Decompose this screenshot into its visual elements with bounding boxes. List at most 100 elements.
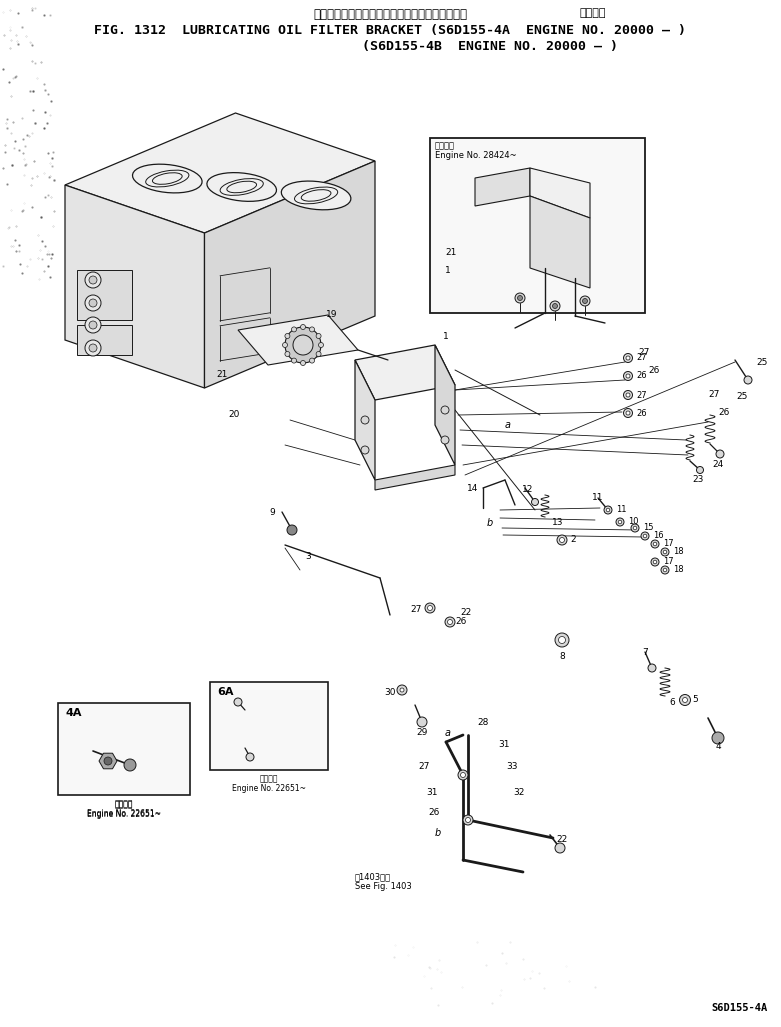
Text: 図1403参照
See Fig. 1403: 図1403参照 See Fig. 1403 [355, 872, 412, 891]
Circle shape [555, 633, 569, 647]
Bar [77, 325, 132, 355]
Text: 22: 22 [460, 608, 471, 617]
Circle shape [518, 296, 522, 301]
Bar [210, 682, 328, 770]
Circle shape [619, 521, 622, 524]
Text: 27: 27 [411, 605, 422, 614]
Text: 17: 17 [663, 558, 674, 567]
Circle shape [626, 356, 630, 360]
Circle shape [653, 560, 657, 564]
Text: 4: 4 [715, 741, 721, 751]
Circle shape [557, 535, 567, 545]
Text: 11: 11 [616, 505, 626, 515]
Circle shape [663, 568, 667, 572]
Circle shape [400, 688, 404, 692]
Text: 27: 27 [638, 348, 649, 357]
Text: 20: 20 [228, 410, 239, 419]
Polygon shape [65, 113, 375, 233]
Polygon shape [355, 360, 375, 480]
Circle shape [558, 637, 565, 644]
Text: 5: 5 [692, 695, 697, 705]
Circle shape [285, 327, 321, 363]
Circle shape [301, 360, 305, 366]
Text: 32: 32 [513, 788, 524, 797]
Bar [77, 270, 132, 320]
Circle shape [85, 272, 101, 288]
Circle shape [515, 293, 525, 303]
Circle shape [679, 694, 690, 706]
Circle shape [651, 558, 659, 566]
Polygon shape [375, 465, 455, 490]
Text: S6D155-4A: S6D155-4A [711, 1003, 768, 1013]
Circle shape [246, 753, 254, 761]
Circle shape [623, 409, 633, 418]
Text: 6A: 6A [217, 687, 234, 697]
Text: b: b [487, 518, 493, 528]
Circle shape [683, 697, 687, 702]
Polygon shape [99, 753, 117, 769]
Circle shape [697, 466, 704, 473]
Text: Engine No. 28424~: Engine No. 28424~ [435, 151, 516, 160]
Text: 25: 25 [736, 392, 747, 401]
Text: 9: 9 [269, 508, 275, 517]
Text: FIG. 1312  LUBRICATING OIL FILTER BRACKET (S6D155-4A  ENGINE NO. 20000 – ): FIG. 1312 LUBRICATING OIL FILTER BRACKET… [94, 24, 686, 37]
Circle shape [623, 390, 633, 400]
Text: 26: 26 [455, 617, 466, 626]
Circle shape [532, 498, 539, 505]
Circle shape [293, 335, 313, 355]
Polygon shape [475, 168, 530, 206]
Text: 27: 27 [419, 762, 430, 771]
Circle shape [441, 406, 449, 414]
Circle shape [648, 664, 656, 672]
Bar [58, 703, 190, 795]
Circle shape [285, 351, 290, 356]
Polygon shape [435, 345, 455, 465]
Circle shape [606, 508, 610, 511]
Text: 適用号機: 適用号機 [435, 141, 455, 150]
Text: 23: 23 [692, 476, 704, 484]
Circle shape [316, 334, 321, 339]
Text: 10: 10 [628, 518, 639, 527]
Text: 18: 18 [673, 566, 683, 574]
Text: 適用号機: 適用号機 [580, 8, 607, 18]
Text: 適用号機
Engine No. 22651~: 適用号機 Engine No. 22651~ [87, 800, 161, 820]
Circle shape [604, 506, 612, 514]
Text: b: b [435, 828, 441, 838]
Circle shape [85, 317, 101, 333]
Text: 29: 29 [416, 728, 428, 737]
Circle shape [301, 325, 305, 330]
Circle shape [89, 276, 97, 284]
Circle shape [309, 327, 315, 332]
Text: 21: 21 [445, 248, 456, 257]
Polygon shape [133, 164, 202, 193]
Circle shape [361, 416, 369, 424]
Circle shape [291, 358, 297, 364]
Polygon shape [355, 345, 455, 400]
Circle shape [623, 372, 633, 380]
Circle shape [291, 327, 297, 332]
Circle shape [633, 526, 637, 530]
Circle shape [641, 532, 649, 540]
Text: 31: 31 [498, 740, 509, 749]
Text: 1: 1 [445, 266, 451, 275]
Circle shape [89, 299, 97, 307]
Circle shape [397, 685, 407, 695]
Circle shape [653, 542, 657, 545]
Circle shape [555, 843, 565, 853]
Circle shape [583, 299, 587, 304]
Text: 27: 27 [636, 353, 647, 363]
Circle shape [580, 296, 590, 306]
Circle shape [124, 759, 136, 771]
Text: a: a [445, 728, 451, 738]
Text: 30: 30 [384, 688, 396, 697]
Text: 26: 26 [636, 409, 647, 418]
Circle shape [361, 446, 369, 454]
Circle shape [427, 606, 433, 610]
Text: 16: 16 [653, 532, 664, 540]
Circle shape [319, 342, 323, 347]
Text: 26: 26 [636, 372, 647, 380]
Text: 26: 26 [429, 808, 440, 817]
Text: 26: 26 [648, 366, 659, 375]
Polygon shape [238, 315, 358, 365]
Circle shape [663, 550, 667, 554]
